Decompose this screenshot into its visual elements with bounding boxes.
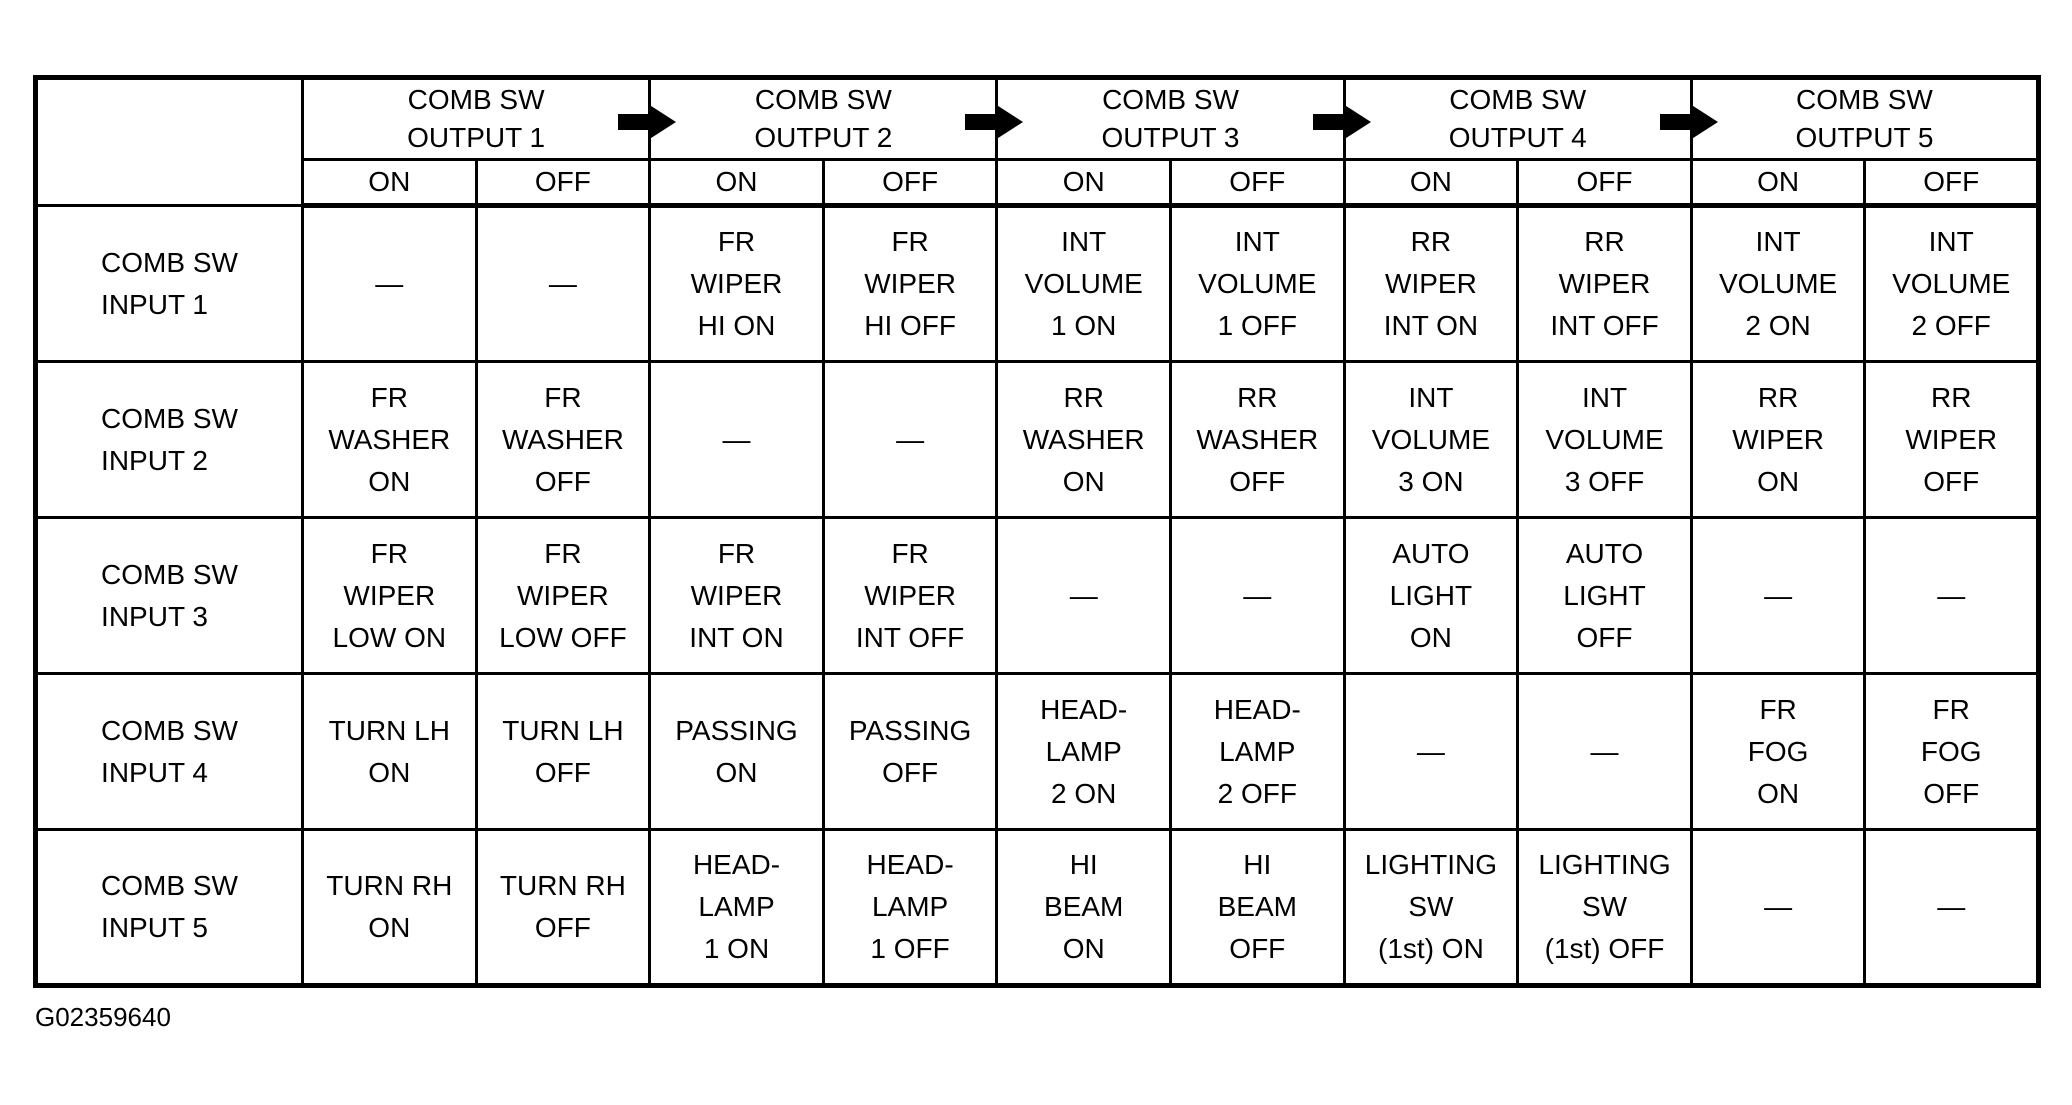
matrix-cell: FR WASHER OFF: [474, 360, 652, 519]
matrix-cell: INT VOLUME 3 OFF: [1516, 360, 1693, 519]
input-row-label: COMB SW INPUT 1: [101, 246, 238, 320]
matrix-cell: INT VOLUME 1 OFF: [1169, 204, 1346, 363]
input-row-label: COMB SW INPUT 2: [101, 402, 238, 476]
matrix-cell: HI BEAM OFF: [1169, 828, 1346, 987]
off-column-header: OFF: [1169, 158, 1346, 208]
matrix-cell: —: [995, 516, 1172, 675]
off-column-header: OFF: [1516, 158, 1693, 208]
matrix-cell: HEAD- LAMP 1 OFF: [821, 828, 999, 987]
matrix-cell: —: [1516, 672, 1693, 831]
on-column-header: ON: [1342, 158, 1520, 208]
right-arrow-icon: [1313, 102, 1371, 142]
matrix-cell: —: [1342, 672, 1520, 831]
matrix-cell: FR WIPER INT ON: [648, 516, 825, 675]
matrix-cell: FR WIPER LOW ON: [301, 516, 478, 675]
output-group-header-5: COMB SW OUTPUT 5: [1689, 76, 2041, 161]
matrix-cell: —: [821, 360, 999, 519]
input-row-label: COMB SW INPUT 3: [101, 558, 238, 632]
matrix-cell: HEAD- LAMP 1 ON: [648, 828, 825, 987]
output-group-header-1: COMB SW OUTPUT 1: [300, 76, 652, 161]
matrix-cell: HEAD- LAMP 2 OFF: [1169, 672, 1346, 831]
matrix-cell: —: [648, 360, 825, 519]
matrix-cell: —: [1689, 516, 1867, 675]
matrix-cell: RR WIPER INT OFF: [1516, 204, 1693, 363]
input-row-header-3: COMB SW INPUT 3: [34, 516, 304, 675]
matrix-cell: LIGHTING SW (1st) ON: [1342, 828, 1520, 987]
matrix-cell: FR WIPER HI ON: [648, 204, 825, 363]
matrix-cell: HI BEAM ON: [995, 828, 1172, 987]
matrix-cell: FR WIPER LOW OFF: [474, 516, 652, 675]
matrix-cell: INT VOLUME 1 ON: [995, 204, 1172, 363]
off-column-header: OFF: [474, 158, 652, 208]
table-row: COMB SW INPUT 3 FR WIPER LOW ON FR WIPER…: [34, 516, 2041, 675]
matrix-cell: TURN LH ON: [301, 672, 478, 831]
off-column-header: OFF: [821, 158, 999, 208]
input-row-header-2: COMB SW INPUT 2: [34, 360, 304, 519]
off-column-header: OFF: [1863, 158, 2041, 208]
matrix-cell: LIGHTING SW (1st) OFF: [1516, 828, 1693, 987]
on-column-header: ON: [1689, 158, 1867, 208]
matrix-cell: RR WIPER OFF: [1863, 360, 2041, 519]
input-row-header-1: COMB SW INPUT 1: [34, 204, 304, 363]
matrix-cell: TURN LH OFF: [474, 672, 652, 831]
right-arrow-icon: [1660, 102, 1718, 142]
matrix-cell: —: [1169, 516, 1346, 675]
matrix-cell: AUTO LIGHT ON: [1342, 516, 1520, 675]
matrix-cell: —: [1863, 516, 2041, 675]
input-row-header-4: COMB SW INPUT 4: [34, 672, 304, 831]
matrix-cell: HEAD- LAMP 2 ON: [995, 672, 1172, 831]
comb-sw-matrix-table: COMB SW OUTPUT 1 COMB SW OUTPUT 2 COMB S…: [33, 75, 2042, 988]
matrix-cell: INT VOLUME 3 ON: [1342, 360, 1520, 519]
matrix-cell: FR FOG ON: [1689, 672, 1867, 831]
matrix-cell: FR WIPER INT OFF: [821, 516, 999, 675]
output-group-header-4: COMB SW OUTPUT 4: [1342, 76, 1693, 161]
matrix-cell: RR WIPER ON: [1689, 360, 1867, 519]
matrix-cell: INT VOLUME 2 OFF: [1863, 204, 2041, 363]
matrix-cell: —: [301, 204, 478, 363]
right-arrow-icon: [965, 102, 1023, 142]
matrix-cell: AUTO LIGHT OFF: [1516, 516, 1693, 675]
matrix-cell: TURN RH OFF: [474, 828, 652, 987]
matrix-cell: FR WIPER HI OFF: [821, 204, 999, 363]
on-column-header: ON: [301, 158, 478, 208]
table-row: COMB SW INPUT 4 TURN LH ON TURN LH OFF P…: [34, 672, 2041, 831]
matrix-cell: INT VOLUME 2 ON: [1689, 204, 1867, 363]
matrix-cell: FR WASHER ON: [301, 360, 478, 519]
matrix-cell: RR WASHER ON: [995, 360, 1172, 519]
table-row: COMB SW INPUT 2 FR WASHER ON FR WASHER O…: [34, 360, 2041, 519]
input-row-label: COMB SW INPUT 4: [101, 714, 238, 788]
figure-id: G02359640: [35, 1002, 171, 1032]
matrix-cell: PASSING OFF: [821, 672, 999, 831]
table-row: COMB SW INPUT 1 — — FR WIPER HI ON FR WI…: [34, 204, 2041, 363]
output-group-header-3: COMB SW OUTPUT 3: [995, 76, 1346, 161]
matrix-cell: FR FOG OFF: [1863, 672, 2041, 831]
table-row: COMB SW INPUT 5 TURN RH ON TURN RH OFF H…: [34, 828, 2041, 987]
input-row-header-5: COMB SW INPUT 5: [34, 828, 304, 987]
matrix-cell: —: [1689, 828, 1867, 987]
on-column-header: ON: [648, 158, 825, 208]
right-arrow-icon: [618, 102, 676, 142]
input-row-label: COMB SW INPUT 5: [101, 870, 238, 943]
matrix-cell: —: [474, 204, 652, 363]
on-column-header: ON: [995, 158, 1172, 208]
output-group-header-2: COMB SW OUTPUT 2: [648, 76, 999, 161]
matrix-cell: PASSING ON: [648, 672, 825, 831]
matrix-cell: TURN RH ON: [301, 828, 478, 987]
corner-cell: [34, 76, 304, 207]
matrix-cell: RR WIPER INT ON: [1342, 204, 1520, 363]
matrix-cell: RR WASHER OFF: [1169, 360, 1346, 519]
matrix-cell: —: [1863, 828, 2041, 987]
